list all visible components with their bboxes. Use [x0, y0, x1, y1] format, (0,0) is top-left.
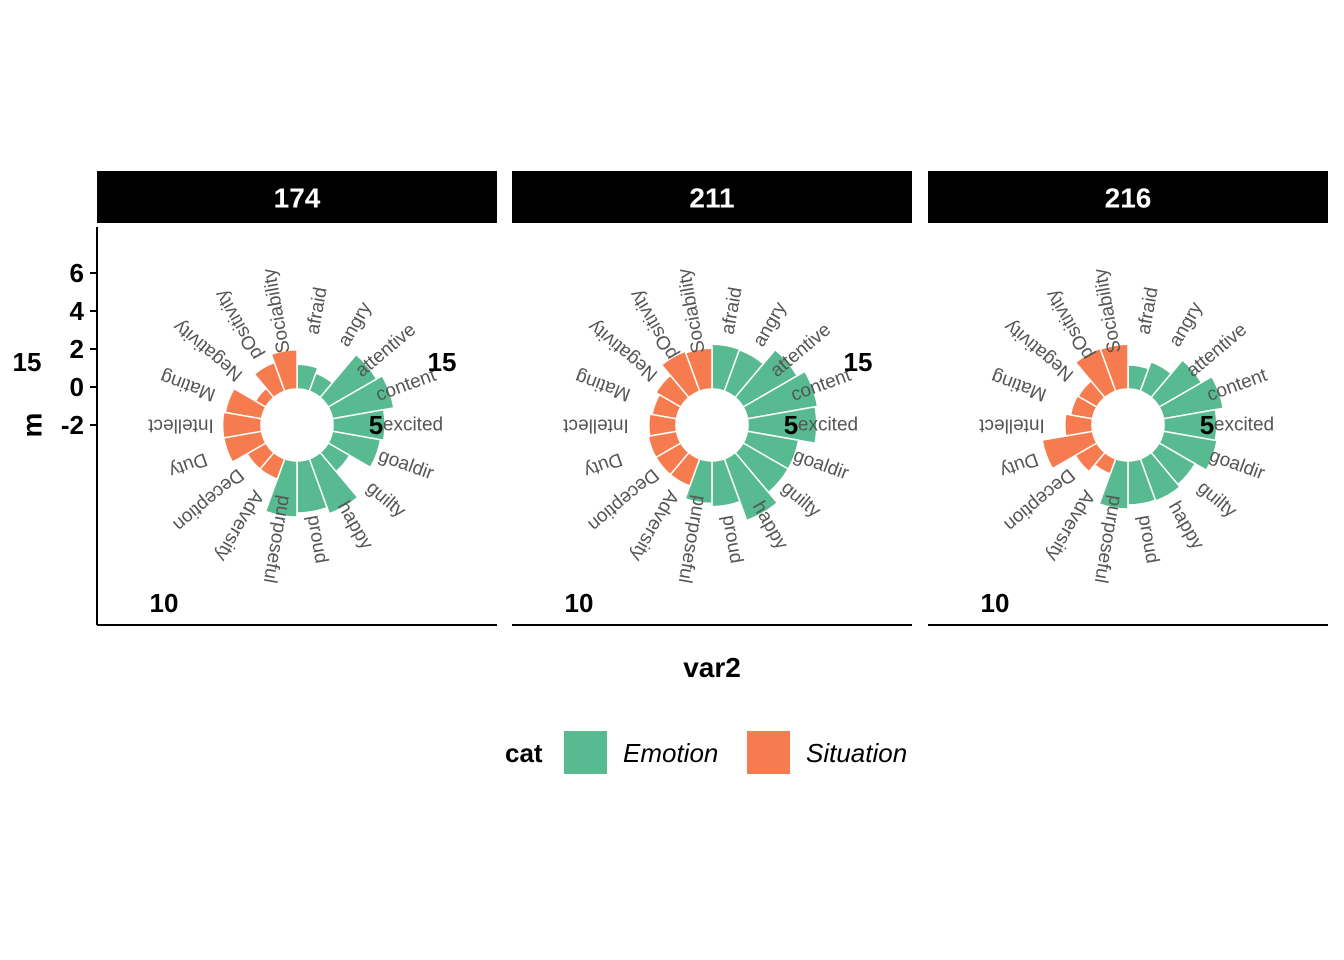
- category-label: Intellect: [563, 415, 629, 436]
- category-label: Sociability: [1090, 266, 1126, 354]
- angular-tick-label: 10: [150, 588, 179, 618]
- y-tick-label: 2: [70, 334, 84, 364]
- angular-tick-label: 5: [1200, 410, 1214, 440]
- category-label: angry: [749, 298, 791, 350]
- y-tick-label: 6: [70, 258, 84, 288]
- category-label: guilty: [777, 477, 825, 522]
- category-label: excited: [798, 415, 858, 436]
- category-label: Mating: [158, 366, 219, 405]
- y-tick-label: 4: [70, 296, 85, 326]
- category-label: happy: [748, 498, 792, 554]
- category-label: Intellect: [148, 415, 214, 436]
- category-label: purposeful: [259, 494, 295, 585]
- category-label: excited: [1214, 415, 1274, 436]
- angular-tick-label: 10: [981, 588, 1010, 618]
- category-label: goaldir: [1207, 445, 1268, 484]
- category-label: excited: [383, 415, 443, 436]
- category-label: goaldir: [791, 445, 852, 484]
- category-label: happy: [333, 498, 377, 554]
- category-label: Duty: [581, 448, 625, 481]
- legend-label: Situation: [806, 738, 907, 768]
- category-label: afraid: [1134, 286, 1163, 336]
- legend-title: cat: [505, 738, 543, 768]
- category-label: Mating: [989, 366, 1050, 405]
- category-label: angry: [334, 298, 376, 350]
- category-label: purposeful: [674, 494, 710, 585]
- facet-strip-label: 211: [689, 183, 734, 214]
- y-axis-title: m: [17, 413, 48, 438]
- facet-strip-label: 216: [1105, 183, 1152, 214]
- legend-key-emotion: [564, 731, 607, 774]
- category-label: content: [1204, 365, 1270, 406]
- legend: cat Emotion Situation: [505, 731, 907, 774]
- angular-tick-label: 5: [369, 410, 383, 440]
- y-tick-label: 0: [70, 372, 84, 402]
- angular-tick-label: 15: [844, 347, 873, 377]
- category-label: guilty: [1193, 477, 1241, 522]
- category-label: guilty: [362, 477, 410, 522]
- angular-tick-label: 10: [565, 588, 594, 618]
- category-label: angry: [1165, 298, 1207, 350]
- category-label: Duty: [166, 448, 210, 481]
- category-label: proud: [718, 513, 747, 565]
- legend-label: Emotion: [623, 738, 718, 768]
- category-label: goaldir: [376, 445, 437, 484]
- category-label: Mating: [573, 366, 634, 405]
- category-label: Intellect: [979, 415, 1045, 436]
- y-tick-label: -2: [61, 410, 84, 440]
- category-label: purposeful: [1090, 494, 1126, 585]
- facet-strip-label: 174: [274, 183, 321, 214]
- category-label: Duty: [997, 448, 1041, 481]
- category-label: afraid: [718, 286, 747, 336]
- x-axis-title: var2: [683, 652, 741, 683]
- category-label: proud: [1134, 513, 1163, 565]
- category-label: proud: [303, 513, 332, 565]
- category-label: Sociability: [674, 266, 710, 354]
- angular-tick-label: 15: [428, 347, 457, 377]
- y-axis: 6 4 2 0 -2: [61, 227, 97, 625]
- legend-key-situation: [747, 731, 790, 774]
- angular-tick-label: 5: [784, 410, 798, 440]
- angular-tick-label: 15: [13, 347, 42, 377]
- category-label: happy: [1164, 498, 1208, 554]
- category-label: Sociability: [259, 266, 295, 354]
- category-label: afraid: [303, 286, 332, 336]
